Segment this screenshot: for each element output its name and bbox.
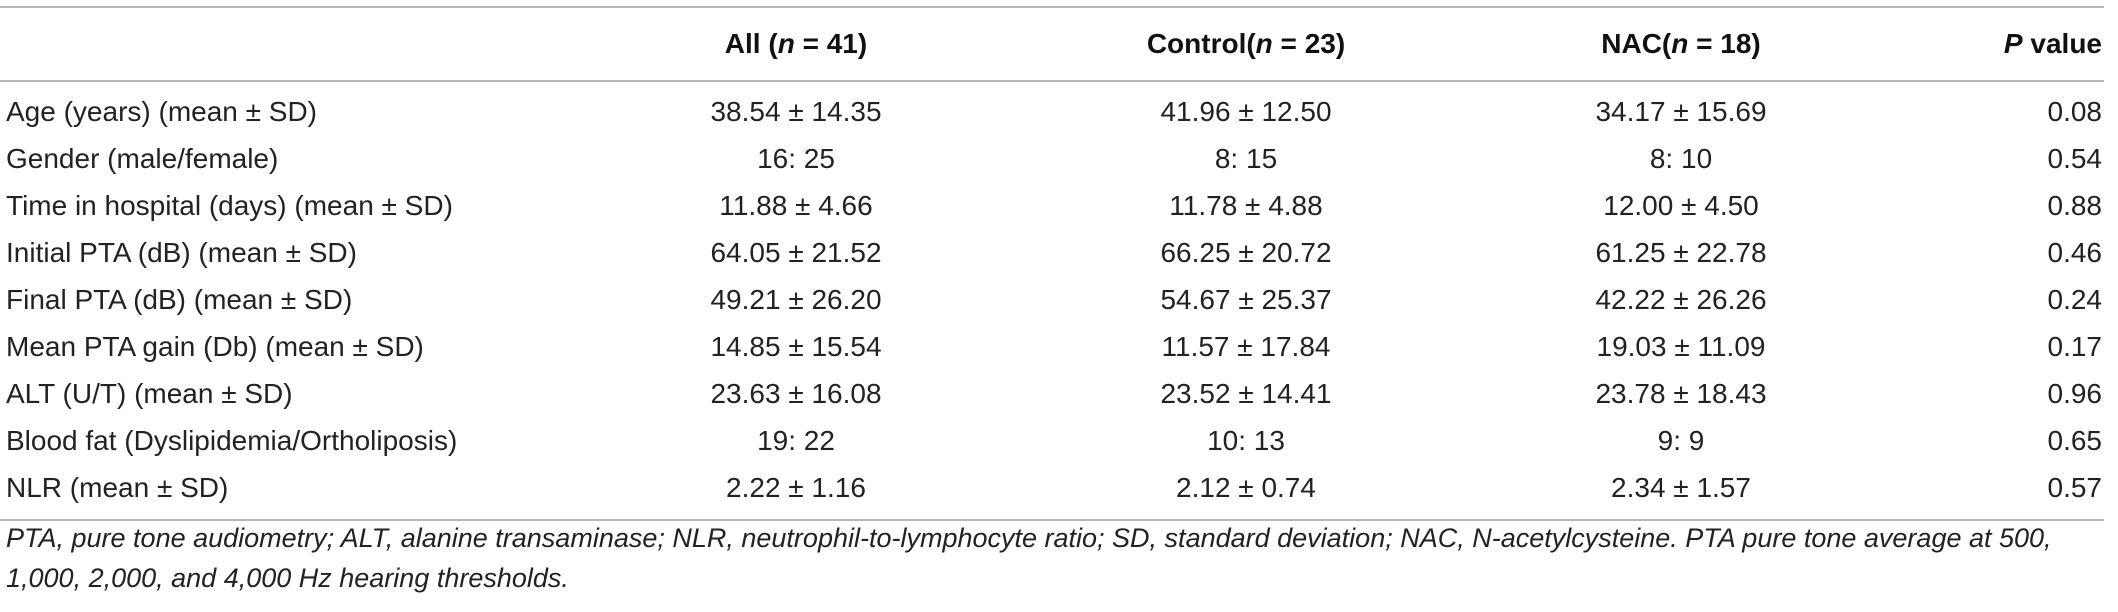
row-label: Final PTA (dB) (mean ± SD) [6,283,353,315]
header-p-rest: value [2022,28,2102,59]
header-all-n: n [777,28,795,59]
cell-nac: 61.25 ± 22.78 [1595,236,1767,268]
cell-p-value: 0.96 [2047,377,2103,409]
header-nac-n: n [1671,28,1689,59]
cell-p-value: 0.46 [2047,236,2103,268]
table-row: ALT (U/T) (mean ± SD) 23.63 ± 16.08 23.5… [0,370,2104,417]
cell-nac: 23.78 ± 18.43 [1595,377,1767,409]
header-p-italic: P [2003,28,2023,59]
cell-p-value: 0.24 [2047,283,2103,315]
table-row: Blood fat (Dyslipidemia/Ortholiposis) 19… [0,417,2104,464]
row-label: Initial PTA (dB) (mean ± SD) [6,236,357,268]
header-control-n: n [1255,28,1273,59]
table-header: All (n = 41) Control(n = 23) NAC(n = 18)… [0,7,2104,81]
cell-control: 11.78 ± 4.88 [1169,189,1323,221]
cell-all: 16: 25 [757,142,835,174]
cell-p-value: 0.17 [2047,330,2103,362]
cell-control: 23.52 ± 14.41 [1160,377,1332,409]
cell-all: 2.22 ± 1.16 [726,471,866,503]
cell-nac: 2.34 ± 1.57 [1611,471,1751,503]
header-control: Control(n = 23) [1026,7,1466,81]
cell-control: 66.25 ± 20.72 [1160,236,1332,268]
cell-nac: 9: 9 [1657,424,1705,456]
cell-control: 8: 15 [1214,142,1278,174]
row-label: Mean PTA gain (Db) (mean ± SD) [6,330,424,362]
header-all-rest: = 41) [794,28,868,59]
cell-control: 10: 13 [1207,424,1285,456]
cell-p-value: 0.57 [2047,471,2103,503]
row-label: Blood fat (Dyslipidemia/Ortholiposis) [6,424,458,456]
data-table: All (n = 41) Control(n = 23) NAC(n = 18)… [0,6,2104,521]
cell-control: 54.67 ± 25.37 [1160,283,1332,315]
row-label: NLR (mean ± SD) [6,471,229,503]
cell-p-value: 0.08 [2047,95,2103,127]
table-row: Initial PTA (dB) (mean ± SD) 64.05 ± 21.… [0,229,2104,276]
table-row: Time in hospital (days) (mean ± SD) 11.8… [0,182,2104,229]
row-label: Gender (male/female) [6,142,279,174]
cell-control: 11.57 ± 17.84 [1161,330,1331,362]
header-row: All (n = 41) Control(n = 23) NAC(n = 18)… [0,7,2104,81]
header-p-value: P value [1896,7,2104,81]
cell-p-value: 0.65 [2047,424,2103,456]
cell-nac: 8: 10 [1649,142,1713,174]
cell-all: 19: 22 [757,424,835,456]
table-row: Final PTA (dB) (mean ± SD) 49.21 ± 26.20… [0,276,2104,323]
header-control-rest: = 23) [1272,28,1346,59]
row-label: Time in hospital (days) (mean ± SD) [6,189,453,221]
cell-all: 49.21 ± 26.20 [710,283,882,315]
table-footnote: PTA, pure tone audiometry; ALT, alanine … [6,523,2052,593]
table-row: NLR (mean ± SD) 2.22 ± 1.16 2.12 ± 0.74 … [0,464,2104,520]
cell-p-value: 0.88 [2047,189,2103,221]
header-all: All (n = 41) [566,7,1026,81]
table-row: Mean PTA gain (Db) (mean ± SD) 14.85 ± 1… [0,323,2104,370]
table-body: Age (years) (mean ± SD) 38.54 ± 14.35 41… [0,81,2104,520]
table-row: Age (years) (mean ± SD) 38.54 ± 14.35 41… [0,81,2104,135]
cell-all: 38.54 ± 14.35 [710,95,882,127]
header-nac-rest: = 18) [1688,28,1761,59]
cell-nac: 34.17 ± 15.69 [1595,95,1767,127]
cell-p-value: 0.54 [2047,142,2103,174]
header-nac-prefix: NAC( [1601,28,1672,59]
cell-control: 41.96 ± 12.50 [1160,95,1332,127]
table-row: Gender (male/female) 16: 25 8: 15 8: 10 … [0,135,2104,182]
header-all-prefix: All ( [724,28,778,59]
header-nac: NAC(n = 18) [1466,7,1896,81]
cell-all: 14.85 ± 15.54 [710,330,882,362]
header-label-cell [0,7,566,81]
header-control-prefix: Control( [1146,28,1256,59]
cell-nac: 42.22 ± 26.26 [1595,283,1767,315]
cell-nac: 19.03 ± 11.09 [1596,330,1766,362]
row-label: Age (years) (mean ± SD) [6,95,318,127]
cell-all: 11.88 ± 4.66 [719,189,873,221]
cell-all: 23.63 ± 16.08 [710,377,882,409]
cell-control: 2.12 ± 0.74 [1176,471,1316,503]
cell-nac: 12.00 ± 4.50 [1603,189,1759,221]
cell-all: 64.05 ± 21.52 [710,236,882,268]
row-label: ALT (U/T) (mean ± SD) [6,377,293,409]
